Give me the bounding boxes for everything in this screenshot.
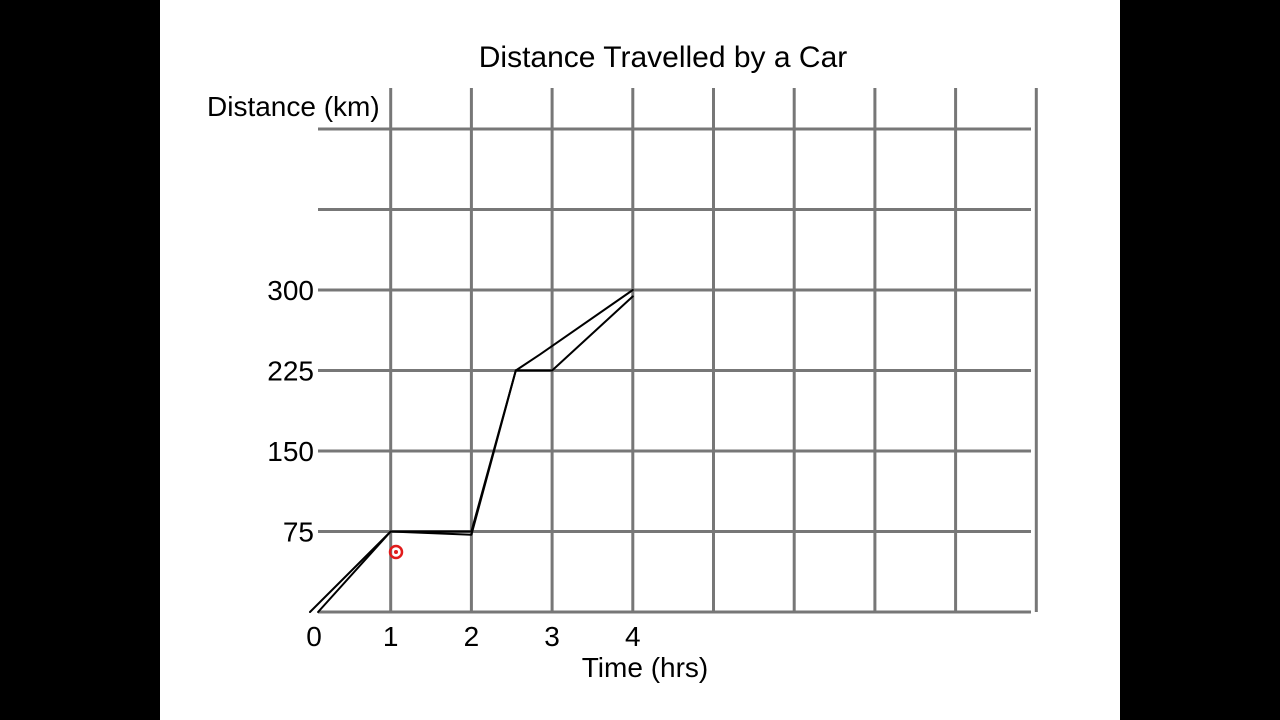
- x-tick-label: 3: [544, 621, 560, 652]
- chart-title: Distance Travelled by a Car: [479, 41, 848, 74]
- y-tick-label: 150: [267, 436, 314, 467]
- chart-labels: Distance Travelled by a Car Distance (km…: [207, 41, 847, 683]
- x-tick-label: 0: [306, 621, 322, 652]
- distance-time-chart: Distance Travelled by a Car Distance (km…: [207, 41, 1038, 683]
- y-tick-label: 300: [267, 275, 314, 306]
- x-axis-label: Time (hrs): [582, 652, 709, 683]
- y-axis-label: Distance (km): [207, 91, 380, 122]
- grid: [318, 88, 1038, 614]
- x-tick-label: 2: [464, 621, 480, 652]
- series-lines: [309, 289, 634, 613]
- x-tick-label: 1: [383, 621, 399, 652]
- slide: Distance Travelled by a Car Distance (km…: [160, 0, 1120, 720]
- pointer-cursor: [388, 544, 404, 560]
- cursor-ring: [388, 544, 404, 560]
- cursor-dot: [394, 550, 398, 554]
- y-tick-label: 225: [267, 356, 314, 387]
- y-tick-label: 75: [283, 517, 314, 548]
- series-line: [317, 295, 634, 613]
- x-tick-label: 4: [625, 621, 641, 652]
